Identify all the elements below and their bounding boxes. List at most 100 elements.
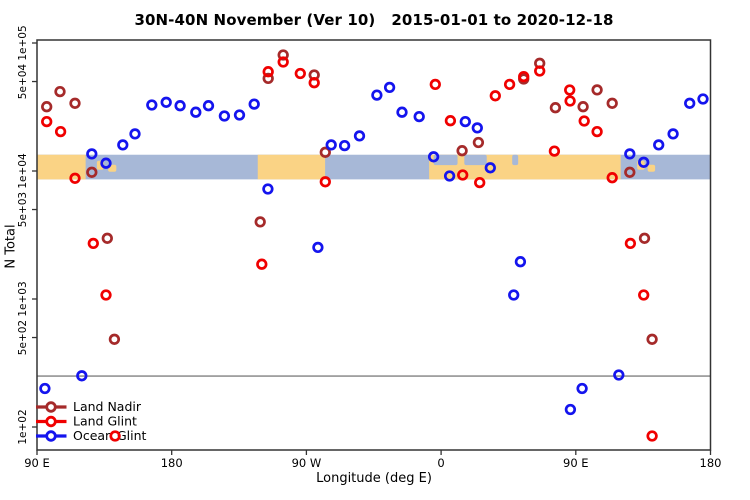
data-point-land-glint (564, 95, 576, 107)
x-axis-tick-label: 90 W (292, 456, 322, 470)
map-strip-inland-sea (464, 154, 487, 166)
data-point-ocean-glint (471, 122, 483, 134)
x-axis-tick-label: 90 E (563, 456, 589, 470)
data-point-ocean-glint (638, 156, 650, 168)
map-strip-island (647, 164, 656, 172)
data-point-land-glint (429, 78, 441, 91)
data-point-ocean-glint (383, 81, 396, 94)
data-point-ocean-glint (576, 382, 588, 395)
y-axis-tick-label: 1e+02 (17, 409, 29, 444)
legend-marker-land-nadir (45, 401, 57, 413)
data-point-land-glint (489, 90, 501, 102)
data-point-ocean-glint (86, 148, 98, 160)
x-axis-tick-label: 180 (700, 456, 722, 470)
map-strip-land (429, 154, 621, 180)
data-point-land-nadir (54, 85, 66, 98)
data-point-land-nadir (577, 101, 589, 113)
data-point-land-glint (591, 125, 603, 138)
y-axis-tick-label: 1e+05 (17, 25, 29, 60)
y-axis-tick-label: 5e+04 (17, 64, 29, 100)
x-axis-tick-label: 90 E (24, 456, 50, 470)
data-point-ocean-glint (190, 106, 202, 118)
data-point-land-glint (474, 176, 486, 189)
data-point-land-nadir (456, 145, 468, 157)
data-point-land-nadir (606, 97, 618, 109)
data-point-land-glint (41, 115, 53, 128)
data-point-land-nadir (549, 102, 562, 114)
data-point-ocean-glint (427, 151, 440, 163)
legend-marker-land-glint (45, 415, 57, 428)
legend-label-land-nadir: Land Nadir (73, 399, 142, 414)
data-point-ocean-glint (371, 89, 383, 101)
data-point-land-nadir (86, 166, 98, 178)
data-point-ocean-glint (312, 241, 324, 254)
data-point-land-glint (277, 56, 289, 68)
data-point-ocean-glint (613, 369, 625, 381)
data-point-ocean-glint (160, 96, 172, 108)
data-point-ocean-glint (443, 170, 456, 182)
data-point-land-glint (294, 67, 306, 80)
data-point-land-nadir (472, 136, 485, 149)
data-point-ocean-glint (508, 289, 520, 301)
data-point-ocean-glint (353, 130, 366, 142)
legend-marker-ocean-glint (45, 430, 57, 442)
data-point-ocean-glint (653, 139, 665, 151)
y-axis-tick-label: 1e+03 (17, 281, 29, 316)
data-point-land-glint (578, 115, 590, 127)
data-point-land-glint (646, 430, 658, 442)
data-point-land-glint (606, 172, 618, 184)
x-axis-title: Longitude (deg E) (316, 471, 432, 486)
data-point-ocean-glint (218, 110, 231, 122)
legend-label-land-glint: Land Glint (73, 414, 137, 429)
data-point-ocean-glint (325, 139, 337, 151)
data-point-land-glint (518, 70, 530, 83)
data-point-land-nadir (108, 333, 121, 345)
data-point-ocean-glint (174, 100, 186, 112)
data-point-land-glint (534, 65, 546, 77)
data-point-ocean-glint (514, 256, 527, 268)
data-point-land-nadir (101, 232, 113, 244)
data-point-ocean-glint (146, 99, 158, 111)
data-point-ocean-glint (76, 370, 88, 382)
x-axis-tick-label: 180 (161, 456, 183, 470)
data-point-ocean-glint (697, 93, 709, 105)
data-point-ocean-glint (248, 98, 260, 110)
data-point-land-glint (109, 430, 121, 442)
data-point-ocean-glint (624, 148, 636, 160)
data-point-land-glint (54, 125, 67, 138)
data-point-land-nadir (624, 166, 636, 178)
data-point-ocean-glint (117, 139, 129, 151)
data-point-ocean-glint (100, 157, 112, 169)
data-point-land-glint (308, 77, 320, 89)
map-strip-land (257, 154, 326, 180)
data-point-land-glint (503, 78, 516, 91)
x-axis-tick-label: 0 (437, 456, 444, 470)
data-point-land-nadir (254, 216, 266, 228)
y-axis-tick-label: 5e+03 (17, 192, 29, 227)
data-point-land-nadir (277, 49, 289, 61)
data-point-land-glint (87, 237, 99, 250)
data-point-land-glint (100, 289, 112, 301)
map-strip-inland-sea (433, 154, 458, 166)
data-point-land-glint (624, 237, 637, 250)
data-point-land-nadir (262, 72, 274, 85)
data-point-land-glint (256, 258, 268, 270)
data-point-ocean-glint (39, 382, 51, 395)
data-point-land-glint (564, 84, 576, 96)
data-point-land-glint (548, 145, 561, 157)
data-point-ocean-glint (262, 183, 274, 195)
data-point-land-glint (638, 289, 650, 301)
plot-box (36, 39, 712, 451)
data-point-ocean-glint (338, 139, 351, 152)
data-point-land-glint (457, 169, 469, 181)
chart-title: 30N-40N November (Ver 10) 2015-01-01 to … (134, 11, 614, 29)
data-point-ocean-glint (413, 110, 425, 123)
data-point-land-glint (69, 172, 81, 184)
data-point-ocean-glint (564, 403, 577, 416)
data-point-land-nadir (591, 84, 603, 96)
data-point-ocean-glint (459, 115, 471, 128)
map-strip-inland-sea (512, 154, 519, 166)
data-point-ocean-glint (233, 109, 246, 121)
data-point-land-glint (444, 115, 457, 127)
